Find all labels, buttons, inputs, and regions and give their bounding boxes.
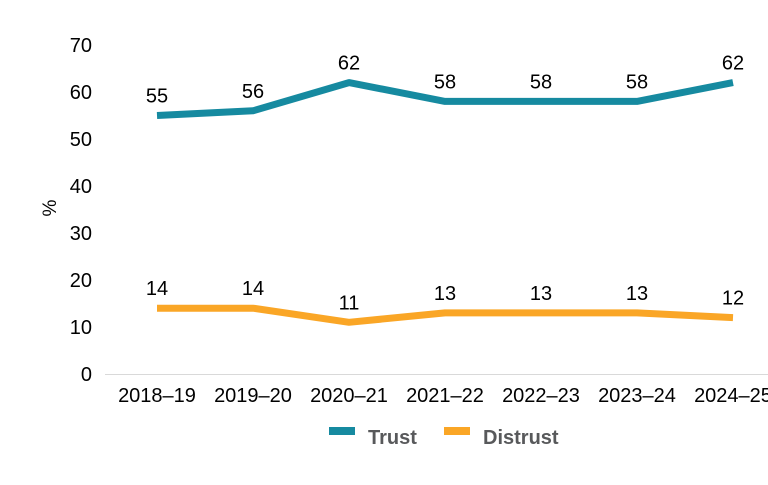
distrust-data-label: 14: [146, 278, 168, 300]
legend-swatch-distrust: [444, 427, 470, 435]
distrust-data-label: 13: [530, 283, 552, 305]
distrust-data-label: 14: [242, 278, 264, 300]
x-tick-label: 2018–19: [118, 385, 196, 407]
x-tick-label: 2021–22: [406, 385, 484, 407]
distrust-data-label: 13: [434, 283, 456, 305]
series-lines: [156, 79, 734, 326]
x-tick-label: 2024–25: [694, 385, 768, 407]
y-tick-label: 20: [70, 270, 92, 292]
y-tick-label: 30: [70, 223, 92, 245]
trust-data-label: 58: [434, 71, 456, 93]
x-tick-label: 2023–24: [598, 385, 676, 407]
y-tick-label: 50: [70, 129, 92, 151]
legend-swatch-trust: [329, 427, 355, 435]
distrust-data-label: 13: [626, 283, 648, 305]
trust-data-label: 56: [242, 81, 264, 103]
trust-data-label: 62: [722, 53, 744, 75]
y-axis-title: %: [40, 199, 61, 216]
line-chart-canvas: 0 10 20 30 40 50 60 70 % 55 56 62 58 58 58 62 14 14 11 13…: [40, 35, 768, 449]
legend-label-trust: Trust: [368, 427, 417, 449]
trust-distrust-line-chart: 0 10 20 30 40 50 60 70 % 55 56 62 58 58 58 62 14 14 11 13…: [40, 16, 768, 469]
x-tick-labels: 2018–19 2019–20 2020–21 2021–22 2022–23 2023–…: [118, 385, 768, 407]
trust-data-label: 58: [626, 71, 648, 93]
y-tick-label: 40: [70, 176, 92, 198]
distrust-data-label: 11: [339, 292, 360, 314]
distrust-line: [157, 304, 734, 326]
y-tick-label: 10: [70, 317, 92, 339]
data-labels: 55 56 62 58 58 58 62 14 14 11 13 13 13 12: [146, 53, 744, 315]
x-tick-label: 2019–20: [214, 385, 292, 407]
trust-data-label: 55: [146, 86, 168, 108]
trust-data-label: 62: [338, 53, 360, 75]
y-tick-label: 0: [81, 364, 92, 386]
chart-legend: Trust Distrust: [329, 427, 559, 449]
x-tick-label: 2022–23: [502, 385, 580, 407]
legend-label-distrust: Distrust: [483, 427, 559, 449]
trust-data-label: 58: [530, 71, 552, 93]
trust-line: [156, 79, 734, 119]
x-tick-label: 2020–21: [310, 385, 388, 407]
y-tick-label: 70: [70, 35, 92, 57]
y-tick-label: 60: [70, 82, 92, 104]
distrust-data-label: 12: [722, 288, 744, 310]
y-tick-labels: 0 10 20 30 40 50 60 70: [70, 35, 92, 386]
